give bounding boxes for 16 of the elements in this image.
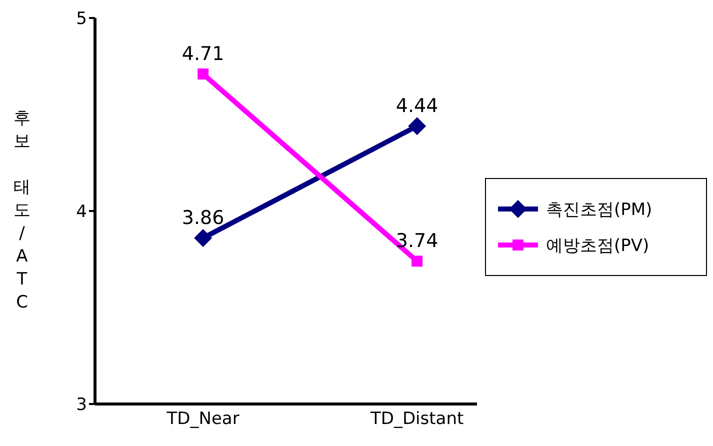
x-tick-label: TD_Distant	[369, 409, 464, 430]
y-tick-label: 5	[76, 9, 87, 30]
point	[408, 117, 426, 136]
point	[198, 68, 209, 80]
y-tick-label: 3	[76, 395, 87, 416]
y-tick-label: 4	[76, 202, 87, 222]
data-label: 4.44	[396, 95, 438, 118]
data-label: 4.71	[182, 42, 224, 65]
point	[412, 256, 423, 267]
legend-label: 예방초점(PV)	[546, 234, 650, 256]
text: 후보 태도/ATC	[14, 108, 30, 313]
point	[194, 229, 212, 248]
x-tick-label: TD_Near	[166, 409, 240, 430]
legend-label: 촉진초점(PM)	[546, 198, 652, 220]
data-label: 3.86	[182, 207, 224, 230]
data-label: 3.74	[396, 230, 438, 252]
